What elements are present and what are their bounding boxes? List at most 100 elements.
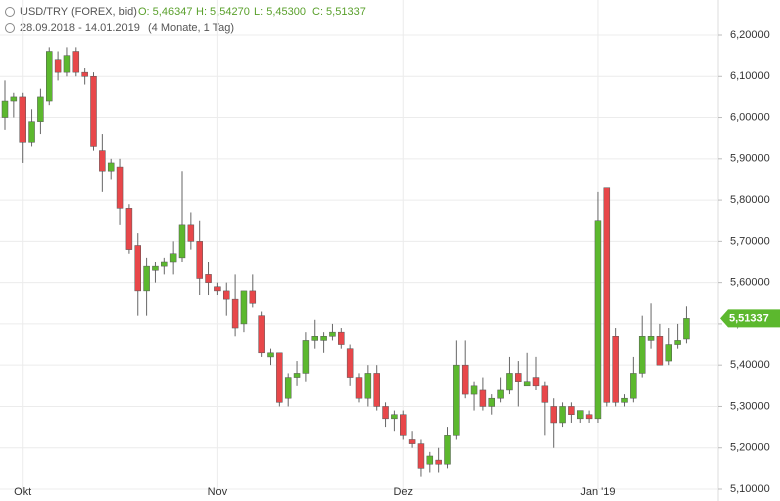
candle-body xyxy=(258,315,265,354)
candle-body xyxy=(267,352,274,358)
y-tick-label: 6,00000 xyxy=(730,111,770,123)
y-tick-label: 5,20000 xyxy=(730,442,770,454)
candle-body xyxy=(214,286,221,292)
candle-body xyxy=(134,245,141,292)
candle-body xyxy=(656,336,664,366)
low-label: L: 5,45300 xyxy=(254,6,306,18)
candle-body xyxy=(417,443,425,469)
candle-body xyxy=(346,348,354,378)
candle-body xyxy=(187,224,195,242)
candle-body xyxy=(674,340,681,345)
candle-body xyxy=(630,373,637,399)
candle-body xyxy=(435,459,442,465)
candle-body xyxy=(302,340,310,374)
candle-body xyxy=(461,364,469,395)
candle-body xyxy=(231,298,239,329)
y-tick-label: 5,10000 xyxy=(730,483,770,495)
candle-body xyxy=(152,265,159,271)
candle-body xyxy=(28,121,35,143)
candle-body xyxy=(125,208,133,250)
candle-body xyxy=(647,336,655,341)
candle-body xyxy=(320,336,327,341)
candle-body xyxy=(408,439,416,444)
price-tag-label: 5,51337 xyxy=(729,312,769,324)
y-tick-label: 5,90000 xyxy=(730,153,770,165)
info-icon xyxy=(5,7,15,17)
candle-body xyxy=(594,220,602,420)
candle-body xyxy=(577,410,584,420)
candle-body xyxy=(19,96,26,143)
candle-body xyxy=(1,100,9,118)
candle-body xyxy=(276,352,283,403)
candle-body xyxy=(223,290,230,300)
candle-body xyxy=(311,336,318,341)
candle-body xyxy=(391,414,398,420)
candle-body xyxy=(355,377,363,399)
candle-body xyxy=(523,381,531,387)
candle-body xyxy=(426,455,434,465)
candle-body xyxy=(488,397,495,407)
candle-body xyxy=(559,406,566,424)
x-tick-label: Dez xyxy=(393,486,413,498)
clock-icon xyxy=(5,23,15,33)
candle-body xyxy=(382,406,389,420)
candle-body xyxy=(444,435,451,465)
close-label: C: 5,51337 xyxy=(312,6,366,18)
x-tick-label: Jan '19 xyxy=(580,486,615,498)
candle-body xyxy=(373,373,380,407)
candle-body xyxy=(515,373,522,382)
candle-body xyxy=(63,55,71,73)
candle-body xyxy=(603,187,611,403)
candle-body xyxy=(612,336,619,403)
candle-body xyxy=(400,414,407,436)
x-tick-label: Nov xyxy=(208,486,228,498)
candle-body xyxy=(99,150,106,172)
candle-body xyxy=(143,265,150,292)
candle-body xyxy=(178,224,186,259)
candle-body xyxy=(161,261,168,267)
candle-body xyxy=(470,385,478,395)
y-tick-label: 5,60000 xyxy=(730,277,770,289)
candle-body xyxy=(116,166,124,209)
candle-body xyxy=(81,71,88,77)
candle-body xyxy=(240,290,248,325)
candle-body xyxy=(532,377,540,387)
x-tick-label: Okt xyxy=(14,486,31,498)
candle-body xyxy=(90,76,97,147)
candle-body xyxy=(497,389,504,399)
candle-body xyxy=(453,364,460,436)
candle-body xyxy=(169,253,177,263)
candle-body xyxy=(249,290,257,304)
candle-body xyxy=(364,373,372,399)
candle-body xyxy=(329,331,336,337)
candle-body xyxy=(541,385,549,403)
candle-body xyxy=(506,373,513,391)
candle-body xyxy=(284,377,292,399)
candle-body xyxy=(293,373,301,378)
candle-body xyxy=(46,51,53,102)
open-label: O: 5,46347 xyxy=(138,6,192,18)
y-tick-label: 5,40000 xyxy=(730,359,770,371)
candle-body xyxy=(107,162,115,172)
candle-body xyxy=(54,59,62,73)
y-tick-label: 5,70000 xyxy=(730,235,770,247)
y-tick-label: 5,80000 xyxy=(730,194,770,206)
candle-body xyxy=(550,406,557,424)
candle-body xyxy=(205,274,212,283)
candle-body xyxy=(196,241,203,279)
candle-body xyxy=(10,96,18,102)
candle-body xyxy=(638,336,646,374)
candle-body xyxy=(665,344,672,362)
candle-body xyxy=(338,331,345,345)
candle-body xyxy=(683,318,690,340)
candle-body xyxy=(72,51,80,73)
candle-body xyxy=(585,414,593,420)
date-range: 28.09.2018 - 14.01.2019 xyxy=(20,22,140,34)
duration: (4 Monate, 1 Tag) xyxy=(148,22,234,34)
candle-body xyxy=(568,406,575,415)
high-label: H: 5,54270 xyxy=(196,6,250,18)
instrument: USD/TRY (FOREX, bid) xyxy=(20,6,137,18)
candle-body xyxy=(37,96,44,122)
y-tick-label: 5,30000 xyxy=(730,400,770,412)
